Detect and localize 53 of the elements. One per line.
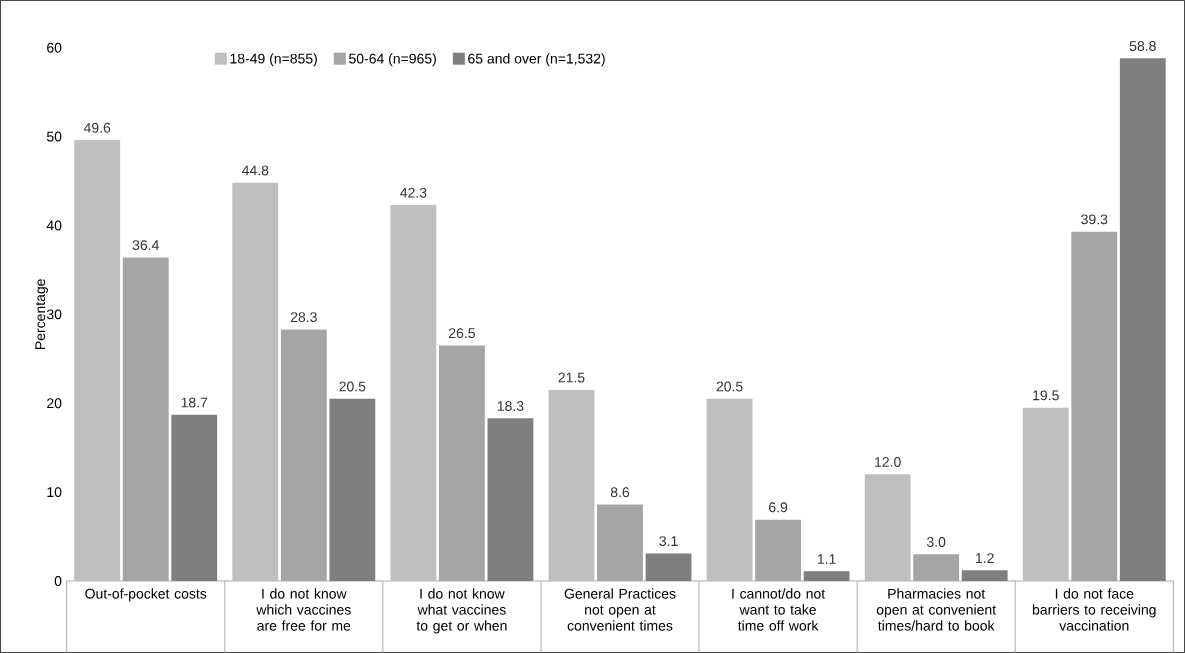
legend-label: 50-64 (n=965) [349,53,436,67]
x-tick-label: Pharmacies not open at convenient times/hard to book [876,588,996,631]
data-label: 28.3 [290,312,317,323]
bar [1022,407,1069,581]
bar [803,571,850,581]
y-tick-label: 0 [54,576,62,586]
data-label: 18.3 [497,401,524,411]
x-tick-label: General Practices not open at convenient times [564,588,676,631]
y-tick-label: 10 [47,487,62,498]
data-label: 21.5 [558,372,585,383]
legend-label: 65 and over (n=1,532) [468,53,605,67]
bar [548,389,595,581]
bar [864,474,911,581]
bar [232,182,279,581]
data-label: 49.6 [83,122,111,133]
data-label: 26.5 [449,328,475,339]
bar [961,570,1008,581]
y-tick-label: 20 [47,398,62,409]
y-tick-label: 40 [46,220,62,231]
data-label: 8.6 [610,487,630,498]
x-tick-label: I cannot/do not want to take time off work [732,588,826,631]
data-label: 6.9 [769,502,788,513]
data-label: 58.8 [1129,41,1156,51]
x-tick-label: I do not know which vaccines are free for me [256,588,351,631]
data-label: 39.3 [1081,214,1108,225]
data-label: 3.1 [659,536,678,547]
y-tick-label: 50 [46,131,62,142]
x-tick-label: I do not know what vaccines to get or when [416,588,507,634]
y-axis-title: Percentage [35,279,48,349]
bar [390,205,437,581]
bar [329,398,376,581]
data-label: 12.0 [875,457,901,467]
bar [706,398,753,581]
data-label: 1.1 [817,554,836,564]
bar [645,553,692,581]
data-label: 19.5 [1033,390,1059,401]
bar [74,140,121,581]
bar [487,418,534,581]
data-label: 1.2 [976,553,994,563]
bar [1119,58,1166,581]
y-tick-label: 60 [47,42,62,53]
data-label: 44.8 [241,165,269,176]
data-label: 3.0 [926,537,946,547]
data-label: 20.5 [339,381,366,392]
data-label: 18.7 [181,397,208,408]
x-tick-label: Out-of-pocket costs [85,588,207,602]
x-tick-label: I do not face barriers to receiving vaccination [1032,588,1156,631]
data-label: 20.5 [716,381,743,392]
data-label: 36.4 [132,240,159,251]
bar [171,414,218,581]
y-tick-label: 30 [46,309,62,320]
legend-label: 18-49 (n=855) [230,53,317,67]
data-label: 42.3 [400,187,427,198]
